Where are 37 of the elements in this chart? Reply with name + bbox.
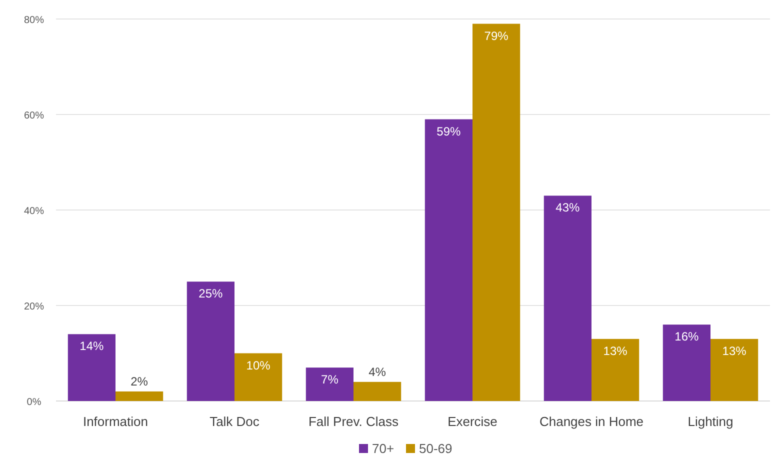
data-label: 4% — [368, 364, 386, 379]
bar — [710, 338, 758, 401]
data-label: 79% — [484, 28, 509, 43]
x-tick-label: Lighting — [688, 414, 734, 429]
bar — [68, 334, 116, 401]
legend-label: 70+ — [372, 441, 394, 456]
x-tick-label: Talk Doc — [210, 414, 260, 429]
bar — [662, 324, 710, 401]
x-tick-label: Fall Prev. Class — [308, 414, 400, 429]
data-label: 14% — [80, 339, 104, 354]
data-label: 13% — [603, 344, 628, 358]
data-label: 59% — [436, 124, 462, 138]
y-tick-label: 20% — [24, 302, 44, 312]
bar — [234, 353, 282, 401]
data-label: 13% — [722, 344, 747, 358]
legend-label: 50-69 — [419, 441, 452, 456]
data-label: 16% — [674, 330, 700, 344]
bar — [592, 338, 640, 401]
data-label: 7% — [321, 372, 339, 387]
bar — [354, 382, 402, 401]
bar — [424, 119, 472, 401]
y-tick-label: 80% — [24, 15, 44, 26]
x-tick-label: Exercise — [448, 414, 498, 429]
bar — [306, 368, 354, 401]
data-label: 25% — [198, 286, 224, 301]
x-tick-label: Information — [82, 414, 148, 429]
data-label: 43% — [556, 200, 580, 215]
y-tick-label: 60% — [24, 110, 44, 122]
bar — [116, 391, 164, 401]
x-tick-label: Changes in Home — [539, 414, 644, 429]
bar — [186, 282, 234, 401]
data-label: 10% — [246, 358, 271, 372]
data-label: 2% — [130, 374, 148, 388]
y-tick-label: 0% — [26, 397, 42, 408]
bar — [472, 24, 520, 401]
y-tick-label: 40% — [24, 206, 44, 217]
bar — [544, 196, 592, 401]
